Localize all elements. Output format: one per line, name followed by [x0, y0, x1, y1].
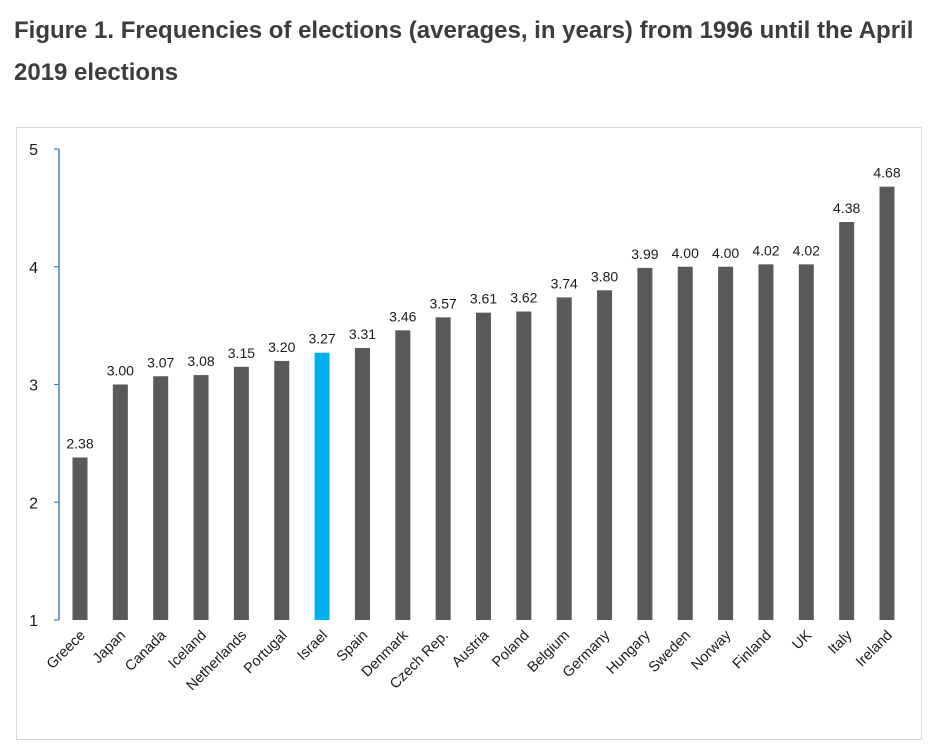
data-label: 3.08: [187, 353, 214, 369]
bar-netherlands: [233, 366, 249, 620]
category-label: Israel: [295, 628, 331, 664]
category-label: Sweden: [646, 628, 694, 676]
bar-uk: [798, 264, 814, 620]
data-label: 3.07: [147, 354, 174, 370]
data-label: 3.57: [430, 295, 457, 311]
category-label: Ireland: [853, 628, 896, 671]
data-labels: 2.38 3.00 3.07 3.08 3.15 3.20 3.27 3.31 3.46 3.57…: [66, 165, 900, 452]
category-label: Italy: [825, 627, 856, 658]
category-labels: Greece JapanCanadaIcelandNetherlandsPortu…: [44, 627, 896, 694]
bar-italy: [839, 222, 855, 620]
bar-greece: [72, 457, 88, 620]
data-label: 3.46: [389, 308, 416, 324]
y-tick-label: 3: [29, 378, 38, 395]
bars: [72, 186, 895, 620]
bar-japan: [112, 384, 128, 620]
y-tick-label: 4: [29, 260, 38, 277]
data-label: 4.68: [873, 165, 900, 181]
bar-spain: [354, 347, 370, 620]
category-label: Spain: [334, 628, 372, 666]
bar-canada: [153, 376, 169, 620]
data-label: 4.00: [712, 245, 739, 261]
category-label: Hungary: [604, 627, 655, 678]
bar-iceland: [193, 375, 209, 620]
bar-denmark: [395, 330, 411, 620]
data-label: 3.61: [470, 291, 497, 307]
category-label: Austria: [449, 627, 493, 671]
data-label: 3.15: [228, 345, 255, 361]
bar-norway: [718, 266, 734, 620]
bar-chart: 1 2 3 4 5 2.38 3.00 3.07 3.08 3.15 3.20 3.27 3.31 3.…: [29, 142, 901, 694]
bar-portugal: [274, 360, 290, 620]
data-label: 3.31: [349, 326, 376, 342]
bar-sweden: [677, 266, 693, 620]
category-label: Norway: [688, 627, 735, 674]
data-label: 3.00: [107, 363, 134, 379]
data-label: 3.80: [591, 268, 618, 284]
category-label: Japan: [90, 628, 129, 667]
data-label: 4.38: [833, 200, 860, 216]
figure-title: Figure 1. Frequencies of elections (aver…: [14, 17, 914, 86]
category-label: Finland: [730, 628, 775, 673]
data-label: 4.00: [672, 245, 699, 261]
bar-hungary: [637, 267, 653, 620]
category-label: Greece: [44, 628, 89, 673]
chart-frame: 1 2 3 4 5 2.38 3.00 3.07 3.08 3.15 3.20 3.27 3.31 3.…: [16, 127, 922, 740]
bar-austria: [476, 312, 491, 620]
bar-ireland: [879, 186, 895, 620]
bar-czech-rep: [435, 317, 451, 620]
bar-poland: [516, 311, 532, 620]
data-label: 3.62: [510, 289, 537, 305]
data-label: 3.27: [308, 331, 335, 347]
bar-belgium: [556, 297, 572, 620]
bar-germany: [597, 290, 613, 620]
bar-israel: [314, 352, 330, 620]
category-label: Portugal: [241, 628, 291, 678]
bar-finland: [758, 264, 774, 620]
data-label: 4.02: [752, 242, 779, 258]
data-label: 4.02: [793, 242, 820, 258]
data-label: 2.38: [66, 436, 93, 452]
y-tick-label: 2: [29, 495, 38, 512]
data-label: 3.74: [551, 275, 578, 291]
data-label: 3.20: [268, 339, 295, 355]
y-axis: 1 2 3 4 5: [29, 142, 60, 630]
y-tick-label: 1: [29, 613, 38, 630]
category-label: Canada: [122, 627, 170, 675]
y-tick-label: 5: [29, 142, 38, 159]
category-label: UK: [790, 627, 816, 653]
data-label: 3.99: [631, 246, 658, 262]
